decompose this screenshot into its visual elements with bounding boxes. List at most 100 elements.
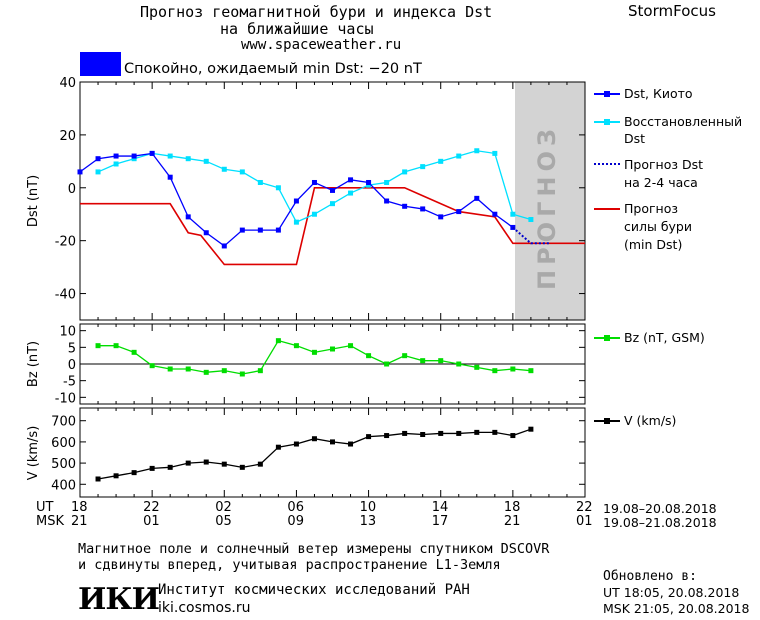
solar-wind-speed-point <box>384 433 390 439</box>
bz-point <box>420 358 426 364</box>
v-panel-frame <box>79 407 586 498</box>
solar-wind-speed-point <box>366 434 372 440</box>
site-url[interactable]: www.spaceweather.ru <box>241 37 402 53</box>
bz-point <box>438 358 444 364</box>
bz-point <box>257 368 263 374</box>
ut-label: UT <box>36 500 54 515</box>
dst-kyoto-point <box>77 169 83 175</box>
solar-wind-speed-point <box>510 433 516 439</box>
bz-point <box>167 366 173 372</box>
legend-v-marker <box>604 418 610 424</box>
solar-wind-speed-point <box>221 461 227 467</box>
msk-tick-label: 21 <box>503 514 521 529</box>
bz-point <box>293 343 299 349</box>
dst-kyoto-point <box>221 243 227 249</box>
dst-kyoto-point <box>438 214 444 220</box>
dst-kyoto-point <box>492 211 498 217</box>
y-tick-label: -20 <box>55 235 76 250</box>
restored-dst-point <box>113 161 119 167</box>
legend-storm-label-1: Прогноз <box>624 201 679 216</box>
restored-dst-point <box>366 182 372 188</box>
dst-kyoto-point <box>203 230 209 236</box>
dst-kyoto-point <box>474 195 480 201</box>
solar-wind-speed-point <box>402 430 408 436</box>
dst-kyoto-point <box>149 150 155 156</box>
ut-tick-label: 18 <box>71 500 88 515</box>
y-tick-label: -5 <box>63 375 76 390</box>
solar-wind-speed-point <box>167 464 173 470</box>
restored-dst-point <box>330 201 335 207</box>
solar-wind-speed-point <box>348 441 354 447</box>
ut-tick-label: 10 <box>359 500 377 515</box>
dst-kyoto-point <box>239 227 245 233</box>
dst-kyoto-point <box>366 179 372 185</box>
restored-dst-point <box>492 150 498 156</box>
dst-kyoto-point <box>330 187 335 193</box>
dst-kyoto-point <box>113 153 119 159</box>
legend-storm-line <box>594 208 620 210</box>
status-swatch <box>80 52 121 76</box>
dst-kyoto-point <box>348 177 354 183</box>
dst-kyoto-point <box>420 206 426 212</box>
updated-ut: UT 18:05, 20.08.2018 <box>603 585 740 600</box>
restored-dst-point <box>348 190 354 196</box>
bz-point <box>275 338 281 344</box>
institute-site[interactable]: iki.cosmos.ru <box>158 600 251 616</box>
legend-restored-label-1: Восстановленный <box>624 114 743 129</box>
solar-wind-speed-point <box>311 436 317 442</box>
restored-dst-point <box>420 164 426 170</box>
y-tick-label: 10 <box>59 325 76 340</box>
y-tick-label: 700 <box>51 415 76 430</box>
restored-dst-point <box>167 153 173 159</box>
bz-point <box>113 343 119 349</box>
restored-dst-point <box>221 166 227 172</box>
y-tick-label: 400 <box>51 478 76 493</box>
y-tick-label: 0 <box>68 358 76 373</box>
restored-dst-point <box>95 169 101 175</box>
solar-wind-speed-point <box>185 460 191 466</box>
bz-point <box>348 343 354 349</box>
restored-dst-point <box>293 219 299 225</box>
bz-line <box>98 339 531 375</box>
bz-point <box>131 349 137 355</box>
y-tick-label: 40 <box>59 76 76 91</box>
title-line-1: Прогноз геомагнитной бури и индекса Dst <box>140 3 493 21</box>
dst-kyoto-point <box>402 203 408 209</box>
legend-v-label: V (km/s) <box>624 413 677 428</box>
ut-date-range: 19.08–20.08.2018 <box>603 501 717 516</box>
ut-tick-label: 02 <box>215 500 232 515</box>
bz-point <box>221 368 227 374</box>
bz-point <box>330 346 335 352</box>
msk-tick-label: 01 <box>143 514 160 529</box>
solar-wind-speed-point <box>95 476 101 482</box>
solar-wind-speed-point <box>203 459 209 465</box>
bz-point <box>456 361 462 367</box>
y-tick-label: 20 <box>59 129 76 144</box>
solar-wind-speed-point <box>113 473 119 479</box>
solar-wind-speed-point <box>330 439 335 445</box>
msk-date-range: 19.08–21.08.2018 <box>603 515 717 530</box>
ut-tick-label: 18 <box>503 500 521 515</box>
solar-wind-speed-point <box>131 470 137 476</box>
bz-y-axis-label: Bz (nT) <box>26 341 41 387</box>
dst-kyoto-point <box>95 156 101 162</box>
y-tick-label: 600 <box>51 436 76 451</box>
y-tick-label: -10 <box>55 391 76 406</box>
y-tick-label: 500 <box>51 457 76 472</box>
dst-kyoto-point <box>311 179 317 185</box>
solar-wind-speed-point <box>456 430 462 436</box>
solar-wind-speed-point <box>528 426 534 432</box>
bz-point <box>474 364 480 370</box>
brand-name: StormFocus <box>628 2 716 20</box>
footer-note-line-1: Магнитное поле и солнечный ветер измерен… <box>78 541 550 557</box>
title-line-2: на ближайшие часы <box>220 20 374 38</box>
bz-point <box>185 366 191 372</box>
bz-point <box>492 368 498 374</box>
restored-dst-point <box>131 156 137 162</box>
bz-point <box>311 349 317 355</box>
bz-point <box>384 361 390 367</box>
bz-point <box>402 353 408 359</box>
legend-dst-label: Dst, Киото <box>624 86 693 101</box>
legend-restored-label-2: Dst <box>624 131 646 146</box>
msk-tick-label: 09 <box>287 514 304 529</box>
